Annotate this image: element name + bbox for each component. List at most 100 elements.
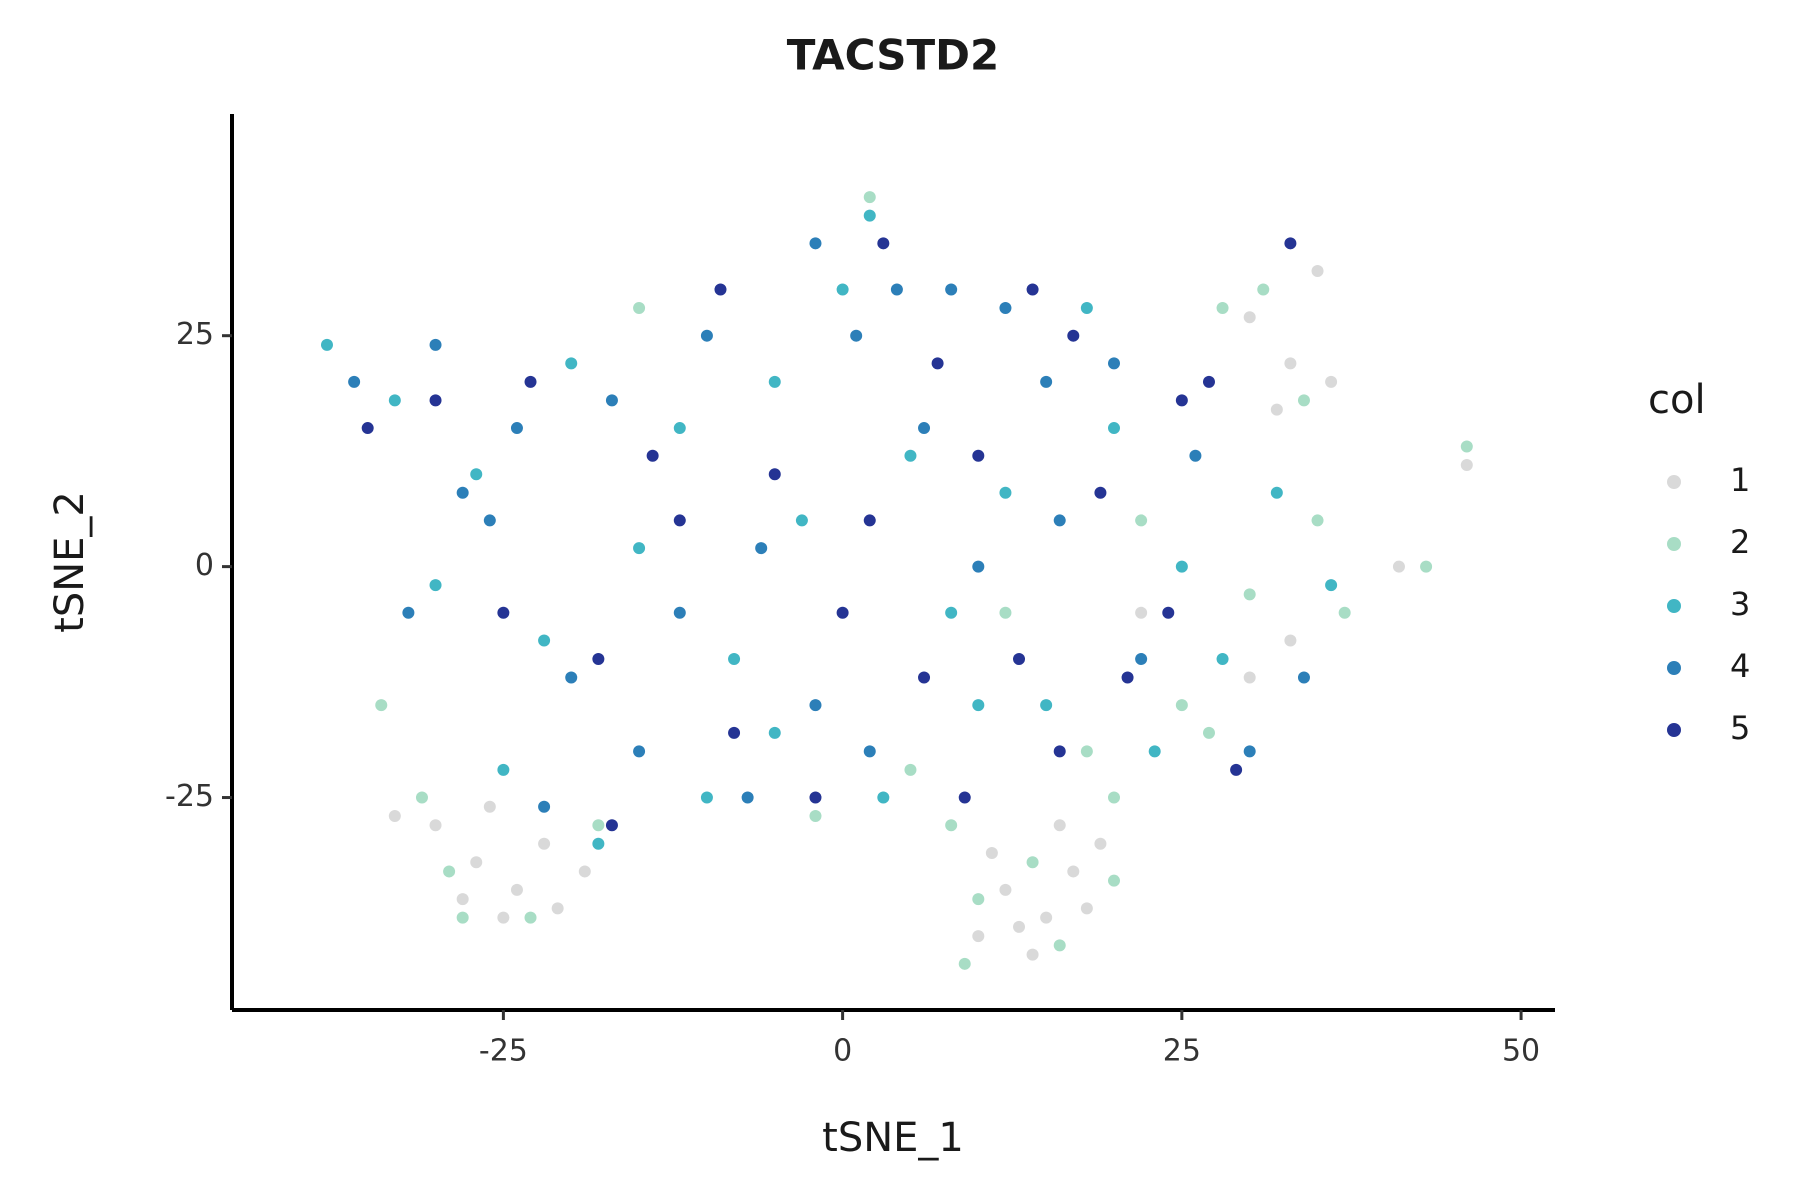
- data-point: [1325, 579, 1338, 592]
- data-point: [809, 699, 822, 712]
- data-point: [388, 394, 401, 407]
- data-point: [320, 338, 333, 351]
- data-point: [429, 579, 442, 592]
- data-point: [863, 745, 876, 758]
- data-point: [456, 911, 469, 924]
- data-point: [1202, 726, 1215, 739]
- data-point: [1230, 763, 1243, 776]
- data-point: [1080, 902, 1093, 915]
- legend-label: 2: [1730, 523, 1750, 561]
- data-point: [673, 422, 686, 435]
- data-point: [429, 819, 442, 832]
- data-point: [999, 486, 1012, 499]
- data-point: [972, 699, 985, 712]
- data-point: [361, 422, 374, 435]
- data-point: [429, 394, 442, 407]
- data-point: [972, 449, 985, 462]
- legend-label: 1: [1730, 461, 1750, 499]
- legend-label: 4: [1730, 647, 1750, 685]
- data-point: [1080, 745, 1093, 758]
- data-point: [1175, 394, 1188, 407]
- data-point: [510, 422, 523, 435]
- data-point: [809, 791, 822, 804]
- y-tick-label: 0: [195, 548, 214, 583]
- data-point: [565, 671, 578, 684]
- data-point: [1270, 486, 1283, 499]
- data-point: [456, 893, 469, 906]
- data-point: [605, 819, 618, 832]
- data-point: [1270, 403, 1283, 416]
- y-tick-label: 25: [176, 317, 214, 352]
- data-point: [863, 191, 876, 204]
- data-point: [497, 911, 510, 924]
- legend-swatch: [1667, 537, 1681, 551]
- data-point: [1284, 237, 1297, 250]
- x-tick-label: 50: [1502, 1034, 1540, 1069]
- data-point: [728, 726, 741, 739]
- legend-swatch: [1667, 723, 1681, 737]
- data-point: [1067, 865, 1080, 878]
- data-point: [1216, 301, 1229, 314]
- data-point: [958, 957, 971, 970]
- legend-title: col: [1648, 377, 1706, 423]
- data-point: [375, 699, 388, 712]
- data-point: [1013, 920, 1026, 933]
- data-point: [945, 606, 958, 619]
- data-point: [1053, 514, 1066, 527]
- data-point: [592, 652, 605, 665]
- data-point: [1013, 652, 1026, 665]
- data-point: [945, 283, 958, 296]
- data-point: [1257, 283, 1270, 296]
- data-point: [1297, 394, 1310, 407]
- data-point: [999, 301, 1012, 314]
- x-tick-label: 25: [1163, 1034, 1201, 1069]
- data-point: [1094, 486, 1107, 499]
- data-point: [958, 791, 971, 804]
- data-point: [1297, 671, 1310, 684]
- data-point: [755, 542, 768, 555]
- x-tick-label: 0: [833, 1034, 852, 1069]
- data-point: [836, 283, 849, 296]
- data-point: [1108, 791, 1120, 804]
- data-point: [551, 902, 564, 915]
- data-point: [456, 486, 469, 499]
- data-point: [578, 865, 591, 878]
- data-point: [497, 606, 510, 619]
- data-point: [497, 763, 510, 776]
- data-point: [972, 560, 985, 573]
- data-point: [1175, 560, 1188, 573]
- data-point: [1135, 514, 1148, 527]
- data-point: [1108, 422, 1120, 435]
- data-point: [1026, 856, 1039, 869]
- data-point: [605, 394, 618, 407]
- data-point: [510, 883, 523, 896]
- data-point: [1108, 357, 1120, 370]
- legend-swatch: [1667, 475, 1681, 489]
- data-point: [999, 606, 1012, 619]
- data-point: [402, 606, 415, 619]
- chart-title: TACSTD2: [787, 31, 999, 80]
- data-point: [1325, 375, 1338, 388]
- data-point: [1026, 283, 1039, 296]
- data-point: [1189, 449, 1202, 462]
- data-point: [1121, 671, 1134, 684]
- data-point: [1053, 939, 1066, 952]
- data-point: [809, 237, 822, 250]
- data-point: [1460, 440, 1473, 453]
- data-point: [415, 791, 428, 804]
- data-point: [633, 301, 646, 314]
- legend-label: 3: [1730, 585, 1750, 623]
- data-point: [714, 283, 727, 296]
- data-point: [768, 375, 781, 388]
- data-point: [945, 819, 958, 832]
- data-point: [1243, 745, 1256, 758]
- data-point: [538, 634, 551, 647]
- data-point: [1053, 745, 1066, 758]
- data-point: [1460, 459, 1473, 472]
- data-point: [1284, 634, 1297, 647]
- data-point: [1135, 652, 1148, 665]
- data-point: [700, 791, 713, 804]
- data-point: [646, 449, 659, 462]
- data-point: [524, 375, 537, 388]
